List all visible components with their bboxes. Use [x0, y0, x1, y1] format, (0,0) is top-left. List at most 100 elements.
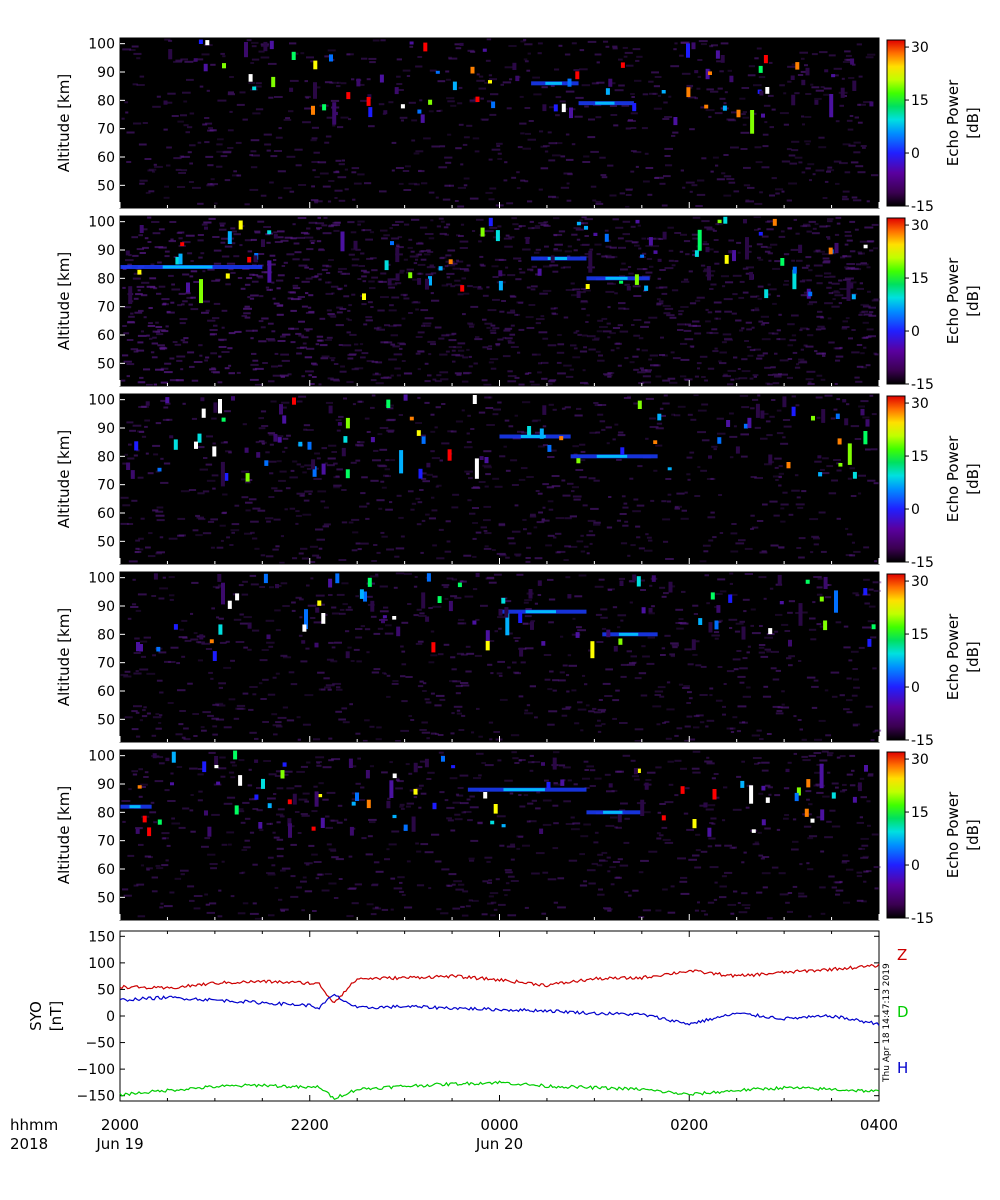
- noise-pixel: [769, 500, 778, 503]
- noise-pixel: [245, 481, 251, 484]
- colorbar: [886, 573, 906, 741]
- noise-pixel: [601, 317, 608, 320]
- echo-blob: [178, 253, 183, 265]
- noise-pixel: [365, 319, 373, 322]
- noise-pixel: [681, 72, 691, 75]
- noise-pixel: [842, 195, 848, 198]
- noise-pixel: [788, 154, 796, 157]
- noise-pixel: [127, 263, 132, 266]
- noise-pixel: [161, 864, 169, 867]
- noise-pixel: [589, 769, 596, 772]
- noise-pixel: [436, 225, 441, 228]
- noise-pixel: [694, 375, 699, 378]
- noise-pixel: [276, 304, 284, 307]
- noise-pixel: [764, 827, 771, 830]
- noise-pixel: [201, 223, 208, 226]
- noise-pixel: [294, 811, 300, 813]
- noise-pixel: [425, 513, 430, 516]
- noise-pixel: [164, 185, 169, 188]
- noise-pixel: [796, 547, 802, 549]
- noise-pixel: [177, 534, 185, 537]
- noise-pixel: [260, 194, 267, 197]
- noise-pixel: [375, 906, 379, 909]
- noise-pixel: [824, 180, 829, 183]
- noise-pixel: [524, 132, 531, 135]
- noise-pixel: [326, 843, 332, 846]
- noise-pixel: [786, 910, 793, 913]
- noise-pixel: [835, 621, 842, 624]
- noise-pixel: [486, 347, 492, 350]
- noise-pixel: [346, 53, 354, 56]
- noise-pixel: [437, 80, 446, 83]
- noise-pixel: [344, 284, 348, 287]
- noise-pixel: [305, 277, 313, 280]
- noise-pixel: [438, 751, 444, 754]
- noise-pixel: [510, 346, 519, 348]
- noise-pixel: [331, 451, 337, 453]
- noise-pixel: [523, 794, 529, 797]
- noise-pixel: [300, 465, 305, 468]
- noise-pixel: [390, 283, 398, 286]
- noise-pixel: [670, 642, 679, 645]
- echo-blob: [761, 785, 766, 791]
- noise-pixel: [484, 396, 491, 399]
- noise-pixel: [491, 549, 496, 551]
- noise-pixel: [417, 350, 425, 353]
- noise-pixel: [656, 837, 662, 840]
- noise-pixel: [132, 578, 136, 581]
- noise-pixel: [841, 861, 848, 864]
- echo-blob: [421, 592, 426, 609]
- noise-pixel: [420, 250, 427, 252]
- noise-pixel: [529, 685, 536, 688]
- noise-pixel: [614, 292, 618, 295]
- noise-pixel: [340, 116, 349, 119]
- noise-pixel: [260, 56, 270, 59]
- noise-pixel: [468, 323, 475, 326]
- noise-pixel: [159, 714, 163, 717]
- noise-pixel: [835, 347, 841, 350]
- noise-pixel: [751, 526, 759, 529]
- noise-pixel: [494, 630, 498, 633]
- noise-pixel: [850, 161, 859, 164]
- noise-pixel: [587, 40, 597, 43]
- noise-pixel: [594, 243, 602, 246]
- echo-blob: [537, 268, 542, 276]
- noise-pixel: [257, 220, 265, 223]
- echo-blob: [252, 86, 257, 91]
- echo-blob: [846, 280, 851, 301]
- noise-pixel: [567, 482, 574, 485]
- noise-pixel: [680, 41, 690, 44]
- noise-pixel: [722, 375, 731, 378]
- noise-pixel: [629, 601, 633, 604]
- noise-pixel: [826, 169, 835, 172]
- noise-pixel: [844, 171, 851, 174]
- noise-pixel: [522, 622, 532, 625]
- noise-pixel: [490, 901, 497, 904]
- noise-pixel: [379, 610, 389, 613]
- noise-pixel: [576, 238, 581, 241]
- noise-pixel: [239, 622, 249, 625]
- noise-pixel: [753, 112, 757, 115]
- noise-pixel: [183, 337, 189, 340]
- noise-pixel: [127, 617, 132, 620]
- noise-pixel: [574, 595, 583, 598]
- echo-blob: [567, 594, 572, 599]
- noise-pixel: [605, 45, 610, 48]
- noise-pixel: [868, 588, 874, 591]
- echo-blob: [139, 644, 143, 652]
- noise-pixel: [622, 754, 631, 757]
- noise-pixel: [335, 170, 339, 173]
- noise-pixel: [756, 295, 760, 298]
- noise-pixel: [842, 143, 851, 146]
- noise-pixel: [819, 51, 828, 54]
- noise-pixel: [307, 306, 312, 309]
- noise-pixel: [360, 542, 369, 545]
- noise-pixel: [824, 394, 833, 397]
- noise-pixel: [269, 822, 273, 825]
- noise-pixel: [395, 167, 404, 169]
- echo-blob: [735, 446, 740, 454]
- echo-blob: [267, 260, 272, 283]
- noise-pixel: [574, 722, 580, 725]
- noise-pixel: [317, 671, 325, 674]
- noise-pixel: [735, 377, 740, 380]
